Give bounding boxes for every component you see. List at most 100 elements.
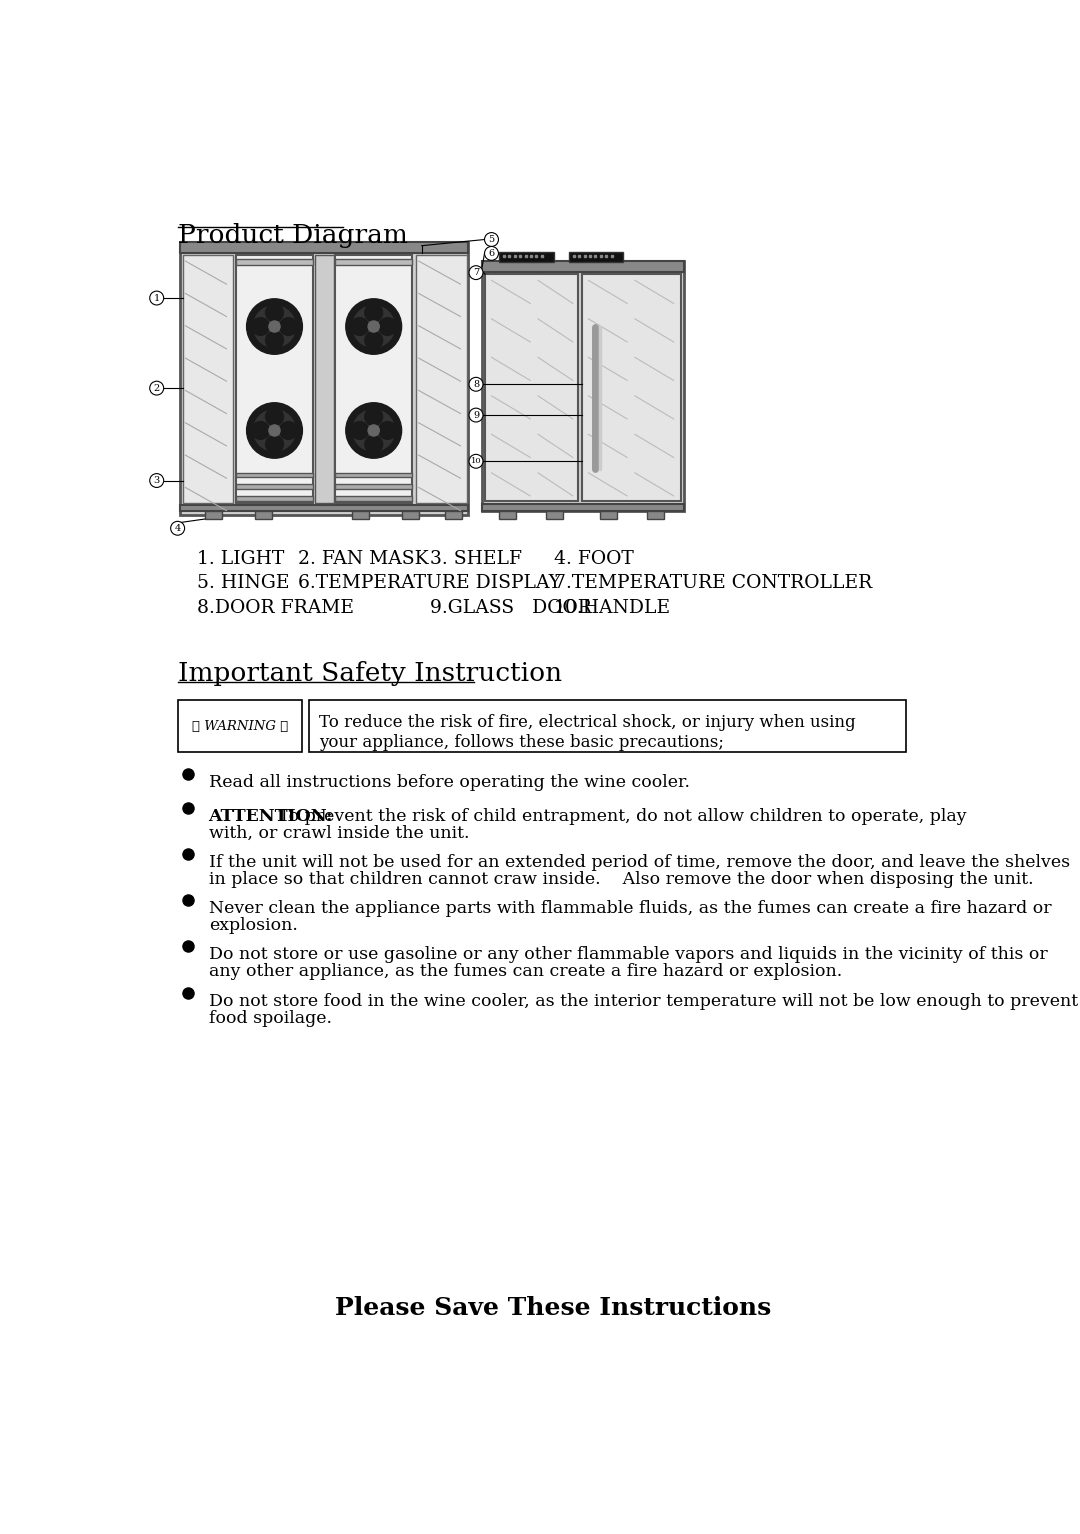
Circle shape [365,408,382,425]
Text: 8.DOOR FRAME: 8.DOOR FRAME [197,600,354,617]
Circle shape [150,382,164,396]
Bar [335,485,413,489]
Bar [235,472,313,477]
Circle shape [469,408,483,422]
Text: Do not store food in the wine cooler, as the interior temperature will not be lo: Do not store food in the wine cooler, as… [208,992,1078,1009]
Bar [482,261,684,272]
Circle shape [365,436,382,453]
Text: 5. HINGE: 5. HINGE [197,574,289,592]
Bar [235,255,313,503]
Circle shape [254,410,296,451]
Bar [335,259,413,265]
Text: 6: 6 [488,249,495,258]
Text: Important Safety Instruction: Important Safety Instruction [177,661,562,687]
Circle shape [365,331,382,350]
Text: in place so that children cannot craw inside.    Also remove the door when dispo: in place so that children cannot craw in… [208,871,1034,888]
Circle shape [353,410,394,451]
Circle shape [269,425,280,436]
Text: food spoilage.: food spoilage. [208,1009,332,1026]
Bar [403,511,419,518]
Text: 7: 7 [473,268,480,278]
Text: 5: 5 [488,235,495,244]
Bar [335,495,413,500]
Circle shape [254,305,296,347]
Bar [482,261,684,511]
Bar [335,255,413,503]
Bar [352,511,369,518]
Circle shape [351,318,368,336]
Bar [180,242,469,253]
Circle shape [485,233,499,247]
Text: 3: 3 [153,476,160,485]
Text: 6.TEMPERATURE DISPLAY: 6.TEMPERATURE DISPLAY [298,574,561,592]
Text: 1: 1 [153,293,160,302]
Bar [545,511,563,518]
Text: 8: 8 [473,380,480,388]
Text: To prevent the risk of child entrapment, do not allow children to operate, play: To prevent the risk of child entrapment,… [273,808,967,825]
Text: 1. LIGHT: 1. LIGHT [197,549,284,568]
Bar [205,511,221,518]
Text: 9: 9 [473,411,480,420]
Circle shape [246,403,302,459]
Circle shape [365,304,382,322]
Text: Please Save These Instructions: Please Save These Instructions [336,1296,771,1321]
Circle shape [351,422,368,439]
Text: 3. SHELF: 3. SHELF [430,549,522,568]
Text: 10.HANDLE: 10.HANDLE [554,600,671,617]
Text: with, or crawl inside the unit.: with, or crawl inside the unit. [208,825,469,842]
Text: ATTENTION:: ATTENTION: [208,808,333,825]
Text: 10: 10 [471,457,482,465]
Circle shape [469,265,483,279]
Circle shape [252,422,270,439]
Circle shape [368,425,379,436]
Bar [180,505,469,511]
Bar [335,472,413,477]
Circle shape [246,299,302,354]
Bar [647,511,663,518]
Text: Product Diagram: Product Diagram [177,222,407,247]
Bar [499,511,516,518]
Circle shape [252,318,270,336]
Circle shape [379,318,396,336]
Bar [180,242,469,515]
Circle shape [266,436,283,453]
Circle shape [280,318,297,336]
Circle shape [485,247,499,261]
Text: ✔ WARNING ✔: ✔ WARNING ✔ [191,719,287,733]
Text: 2: 2 [153,384,160,393]
Bar [235,495,313,500]
Text: explosion.: explosion. [208,917,297,934]
Text: Read all instructions before operating the wine cooler.: Read all instructions before operating t… [208,773,690,792]
Bar [177,700,301,752]
Bar [582,275,680,500]
Text: 4: 4 [175,523,180,532]
Bar [255,511,272,518]
Bar [600,511,617,518]
Circle shape [266,331,283,350]
Bar [499,252,554,262]
Bar [416,255,467,503]
Bar [569,252,623,262]
Bar [445,511,462,518]
Text: To reduce the risk of fire, electrical shock, or injury when using: To reduce the risk of fire, electrical s… [320,713,856,730]
Circle shape [171,522,185,535]
Text: 9.GLASS   DOOR: 9.GLASS DOOR [430,600,592,617]
Text: Do not store or use gasoline or any other flammable vapors and liquids in the vi: Do not store or use gasoline or any othe… [208,946,1048,963]
Text: 4. FOOT: 4. FOOT [554,549,633,568]
Circle shape [266,408,283,425]
Circle shape [353,305,394,347]
Circle shape [469,377,483,391]
Circle shape [469,454,483,468]
Bar [235,485,313,489]
Bar [485,275,578,500]
Bar [314,255,334,503]
Circle shape [346,299,402,354]
Text: 7.TEMPERATURE CONTROLLER: 7.TEMPERATURE CONTROLLER [554,574,872,592]
Bar [309,700,906,752]
Text: Never clean the appliance parts with flammable fluids, as the fumes can create a: Never clean the appliance parts with fla… [208,900,1051,917]
Bar [183,255,233,503]
Text: any other appliance, as the fumes can create a fire hazard or explosion.: any other appliance, as the fumes can cr… [208,963,842,980]
Circle shape [150,291,164,305]
Circle shape [346,403,402,459]
Circle shape [269,321,280,331]
